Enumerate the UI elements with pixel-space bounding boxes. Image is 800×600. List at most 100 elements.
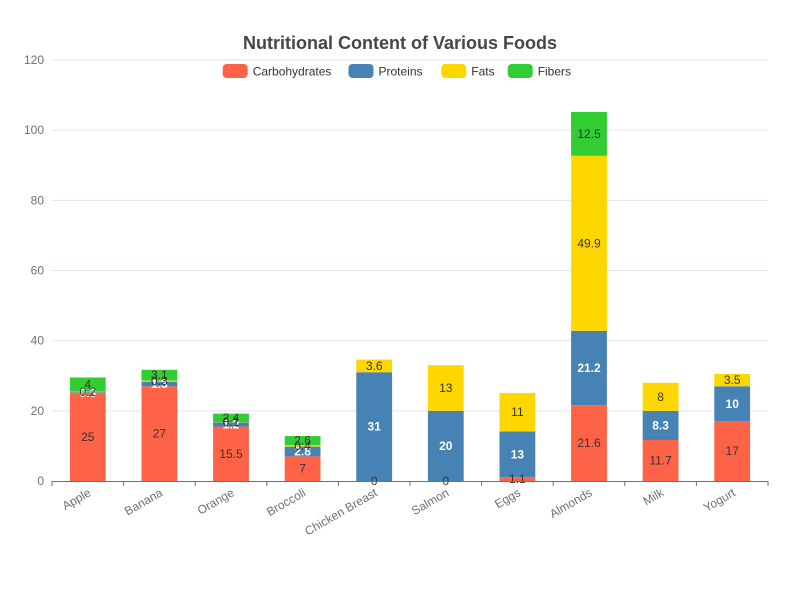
data-label: 2.6 [294,434,311,448]
bar-segment [213,413,249,423]
x-tick-label: Chicken Breast [302,485,380,538]
data-label: 12.5 [577,127,601,141]
bar-segment [427,410,464,481]
x-tick-label: Orange [195,485,237,517]
bar-segment [69,393,106,481]
chart-title: Nutritional Content of Various Foods [243,33,557,53]
data-label: 8 [657,390,664,404]
bars: 250.30.24271.30.33.115.51.20.12.472.80.4… [69,111,751,488]
data-label: 21.6 [577,436,601,450]
data-label: 49.9 [577,236,601,250]
legend-item[interactable]: Fibers [507,64,571,79]
bar-segment [571,405,607,481]
data-label: 15.5 [219,447,243,461]
data-label: 2.8 [294,445,311,459]
bar-segment [213,426,249,481]
y-tick-label: 40 [31,334,45,348]
data-label: 13 [439,381,453,395]
y-axis: 0 20 40 60 80 100 120 [24,53,44,488]
bar-segment [499,392,536,432]
y-tick-label: 80 [31,193,45,207]
legend-item[interactable]: Proteins [348,64,423,79]
x-tick-label: Milk [641,485,667,508]
data-label: 31 [368,420,382,434]
legend-swatch [222,64,248,78]
bar-segment [284,445,321,447]
x-tick-label: Yogurt [701,485,738,515]
legend-swatch [348,64,374,78]
grid-lines [52,59,768,412]
bar-segment [356,359,393,373]
data-label: 4 [84,378,91,392]
data-label: 1.3 [151,377,168,391]
bar-segment [642,382,679,411]
y-tick-label: 120 [24,53,44,67]
data-label: 13 [511,447,525,461]
data-label: 2.4 [223,411,240,425]
data-label: 0.2 [79,385,96,399]
bar-segment [141,369,178,381]
legend-item[interactable]: Fats [441,64,495,79]
legend-swatch [507,64,533,78]
data-label: 3.1 [151,368,168,382]
data-label: 0.3 [79,386,96,400]
bar-segment [69,377,106,392]
bar-segment [499,431,536,478]
data-label: 7 [299,462,306,476]
x-tick-label: Broccoli [264,485,308,518]
y-tick-label: 100 [24,123,44,137]
y-tick-label: 60 [31,264,45,278]
data-label: 25 [81,430,95,444]
data-label: 3.5 [724,373,741,387]
bar-segment [642,439,679,481]
bar-segment [714,373,751,387]
legend-label: Fibers [538,65,571,79]
data-label: 17 [726,444,740,458]
data-label: 0.4 [294,439,311,453]
data-label: 0.3 [151,374,168,388]
bar-segment [499,477,536,481]
data-label: 27 [153,427,167,441]
y-tick-label: 20 [31,404,45,418]
data-label: 11 [511,405,524,419]
data-label: 1.1 [509,472,526,486]
bar-segment [284,456,321,481]
bar-segment [69,391,106,393]
data-label: 11.7 [649,453,672,467]
bar-segment [213,422,249,427]
bar-segment [714,386,751,422]
legend-label: Carbohydrates [253,65,332,79]
bar-segment [642,410,679,440]
bar-segment [571,330,607,406]
data-label: 21.2 [577,361,601,375]
legend-label: Proteins [379,65,423,79]
data-label: 20 [439,439,453,453]
x-tick-label: Salmon [409,485,451,517]
bar-segment [69,392,106,394]
bar-segment [714,421,751,481]
bar-segment [141,386,178,481]
legend-item[interactable]: Carbohydrates [222,64,332,79]
legend-label: Fats [471,65,494,79]
data-label: 10 [726,397,740,411]
data-label: 8.3 [652,418,669,432]
legend[interactable]: Carbohydrates Proteins Fats Fibers [222,64,571,79]
y-tick-label: 0 [37,474,44,488]
bar-segment [427,365,464,411]
bar-segment [571,111,607,156]
x-tick-label: Eggs [492,485,523,511]
bar-segment [356,372,393,481]
x-tick-label: Apple [60,485,94,513]
data-label: 0.1 [223,415,240,429]
x-tick-label: Banana [122,485,165,518]
bar-segment [571,155,607,331]
data-label: 3.6 [366,359,383,373]
bar-segment [141,380,178,382]
bar-segment [141,381,178,387]
x-tick-label: Almonds [547,485,594,520]
legend-swatch [441,64,467,78]
data-label: 1.2 [223,418,240,432]
